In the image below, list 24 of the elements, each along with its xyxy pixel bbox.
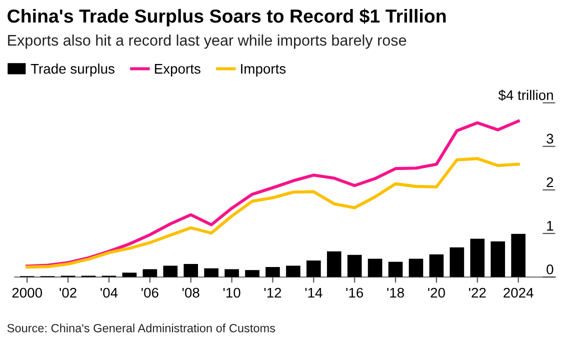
x-tick-label: '12 [264, 288, 282, 298]
legend-label: Trade surplus [30, 64, 114, 76]
x-tick-label: '18 [387, 288, 404, 298]
source-note: Source: China's General Administration of Customs [7, 324, 276, 332]
chart-title: China's Trade Surplus Soars to Record $1 Trillion [8, 8, 446, 26]
x-tick-label: '10 [223, 288, 240, 298]
x-tick-label: 2024 [504, 288, 534, 298]
legend-label: Imports [241, 64, 286, 76]
chart-subtitle: Exports also hit a record last year while imports barely rose [8, 34, 406, 49]
x-tick-label: '02 [60, 288, 76, 298]
y-tick-label: 0 [546, 264, 554, 274]
x-tick-label: '20 [428, 288, 445, 298]
x-tick-label: '04 [100, 288, 118, 298]
x-tick-label: 2000 [12, 288, 42, 298]
x-tick-label: '16 [346, 288, 364, 298]
y-tick-label: 2 [546, 177, 554, 188]
x-tick-label: '08 [182, 288, 200, 298]
legend-label: Exports [154, 64, 200, 76]
y-tick-label: 3 [546, 134, 554, 144]
y-tick-label: 1 [547, 221, 554, 231]
x-tick-label: '22 [469, 288, 486, 298]
y-tick-label: $4 trillion [498, 90, 553, 101]
x-tick-label: '14 [305, 288, 322, 298]
x-tick-label: '06 [142, 288, 158, 298]
